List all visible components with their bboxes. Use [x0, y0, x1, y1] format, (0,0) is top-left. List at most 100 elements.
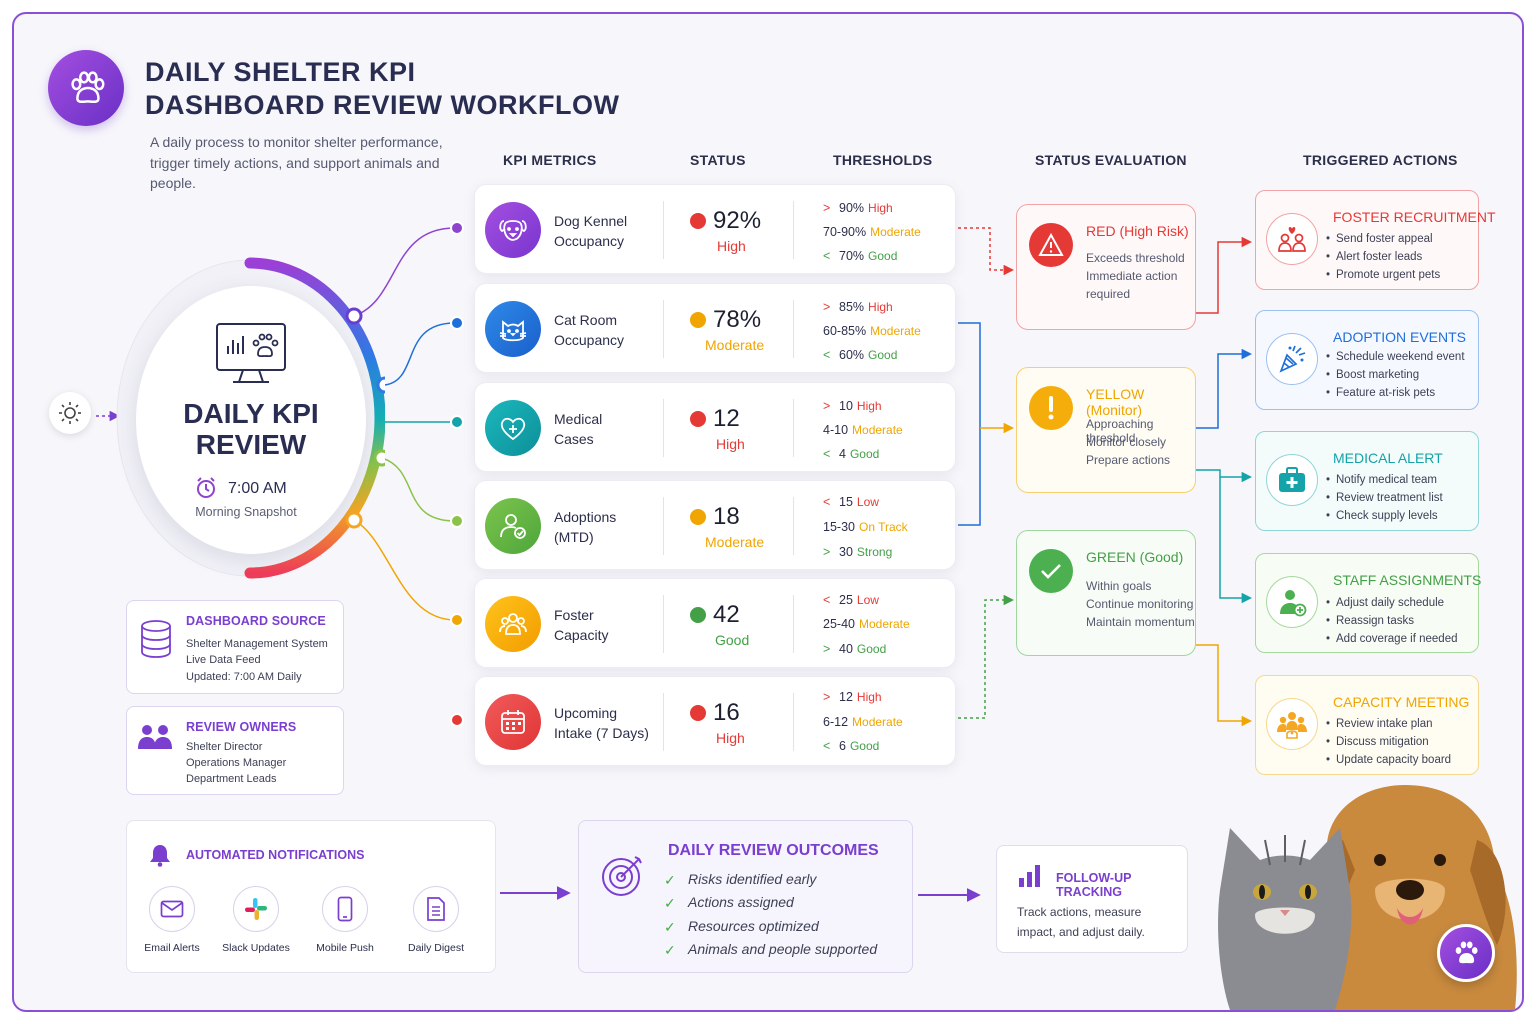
- divider: [793, 693, 794, 751]
- channel-email[interactable]: Email Alerts: [127, 886, 217, 954]
- bell-icon: [149, 843, 171, 872]
- calendar-icon: [485, 694, 541, 750]
- status-line: required: [1086, 287, 1131, 301]
- mobile-icon: [322, 886, 368, 932]
- threshold-row: <4 Good: [823, 447, 880, 461]
- status-dot: [690, 705, 706, 721]
- sun-icon: [49, 392, 91, 434]
- kpi-value: 92%: [713, 207, 762, 234]
- action-item: Boost marketing: [1326, 369, 1419, 381]
- status-line: Within goals: [1086, 579, 1152, 593]
- review-owners-box: REVIEW OWNERS Shelter Director Operation…: [126, 706, 344, 795]
- threshold-row: 70-90% Moderate: [823, 225, 921, 239]
- check-icon: ✓: [664, 872, 676, 888]
- target-icon: [599, 851, 647, 904]
- action-capacity-meeting[interactable]: CAPACITY MEETING Review intake plan Disc…: [1255, 675, 1479, 775]
- info-line: Updated: 7:00 AM Daily: [186, 671, 302, 683]
- status-dot: [690, 213, 706, 229]
- threshold-row: <6 Good: [823, 739, 880, 753]
- outcomes-title: DAILY REVIEW OUTCOMES: [668, 842, 879, 859]
- threshold-row: >85% High: [823, 300, 893, 314]
- action-item: Schedule weekend event: [1326, 351, 1464, 363]
- action-title: STAFF ASSIGNMENTS: [1333, 572, 1482, 588]
- warning-icon: [1029, 223, 1073, 267]
- action-item: Reassign tasks: [1326, 615, 1414, 627]
- status-dot: [690, 607, 706, 623]
- kpi-name: Medical Cases: [554, 411, 603, 447]
- outcome-item: ✓ Actions assigned: [664, 894, 794, 911]
- kpi-level: High: [716, 730, 745, 746]
- threshold-row: 6-12 Moderate: [823, 715, 903, 729]
- info-line: Department Leads: [186, 773, 277, 785]
- threshold-row: >30 Strong: [823, 545, 893, 559]
- action-staff-assignments[interactable]: STAFF ASSIGNMENTS Adjust daily schedule …: [1255, 553, 1482, 653]
- status-green-card[interactable]: GREEN (Good) Within goals Continue monit…: [1016, 530, 1196, 656]
- status-yellow-card[interactable]: YELLOW (Monitor) Approaching threshold M…: [1016, 367, 1196, 493]
- alarm-clock-icon: [195, 477, 217, 504]
- channel-digest[interactable]: Daily Digest: [391, 886, 481, 954]
- action-foster-recruitment[interactable]: FOSTER RECRUITMENT Send foster appeal Al…: [1255, 190, 1496, 290]
- threshold-row: >12 High: [823, 690, 882, 704]
- column-header-actions: TRIGGERED ACTIONS: [1303, 152, 1458, 168]
- kpi-name: Upcoming Intake (7 Days): [554, 705, 649, 741]
- channel-label: Daily Digest: [407, 942, 465, 954]
- outcome-item: ✓ Resources optimized: [664, 918, 819, 935]
- channel-label: Email Alerts: [144, 942, 200, 954]
- group-icon: [485, 596, 541, 652]
- threshold-row: 4-10 Moderate: [823, 423, 903, 437]
- automated-notifications-box: AUTOMATED NOTIFICATIONS Email Alerts Sla…: [126, 820, 496, 973]
- status-line: Maintain momentum: [1086, 615, 1195, 629]
- divider: [663, 300, 664, 358]
- kpi-card-foster-capacity[interactable]: Foster Capacity 42 Good <25 Low 25-40 Moder…: [474, 578, 956, 668]
- database-icon: [139, 619, 173, 664]
- kpi-card-cat-room[interactable]: Cat Room Occupancy 78% Moderate >85% High …: [474, 283, 956, 373]
- check-icon: ✓: [664, 919, 676, 935]
- action-medical-alert[interactable]: MEDICAL ALERT Notify medical team Review…: [1255, 431, 1479, 531]
- status-dot: [690, 411, 706, 427]
- channel-label: Slack Updates: [222, 942, 290, 954]
- page-title: DAILY SHELTER KPI DASHBOARD REVIEW WORKF…: [145, 57, 620, 120]
- action-item: Adjust daily schedule: [1326, 597, 1444, 609]
- channel-label: Mobile Push: [316, 942, 374, 954]
- exclamation-icon: [1029, 386, 1073, 430]
- kpi-value: 78%: [713, 306, 762, 333]
- action-title: MEDICAL ALERT: [1333, 450, 1443, 466]
- dashboard-source-box: DASHBOARD SOURCE Shelter Management Syst…: [126, 600, 344, 694]
- action-adoption-events[interactable]: ADOPTION EVENTS Schedule weekend event B…: [1255, 310, 1479, 410]
- outcome-item: ✓ Risks identified early: [664, 871, 817, 888]
- outcome-item: ✓ Animals and people supported: [664, 941, 878, 958]
- status-dot: [690, 509, 706, 525]
- paw-button-icon[interactable]: [1437, 924, 1495, 982]
- channel-mobile[interactable]: Mobile Push: [300, 886, 390, 954]
- party-popper-icon: [1266, 333, 1318, 385]
- channel-slack[interactable]: Slack Updates: [211, 886, 301, 954]
- threshold-row: <70% Good: [823, 249, 898, 263]
- divider: [663, 595, 664, 653]
- status-line: Immediate action: [1086, 269, 1178, 283]
- person-check-icon: [485, 498, 541, 554]
- hub-title: DAILY KPI REVIEW: [183, 398, 319, 460]
- status-line: Exceeds threshold: [1086, 251, 1185, 265]
- action-item: Send foster appeal: [1326, 233, 1433, 245]
- column-header-thresholds: THRESHOLDS: [833, 152, 933, 168]
- divider: [793, 201, 794, 259]
- action-title: CAPACITY MEETING: [1333, 694, 1470, 710]
- kpi-value: 16: [713, 699, 740, 726]
- info-line: Shelter Director: [186, 741, 263, 753]
- kpi-card-adoptions[interactable]: Adoptions (MTD) 18 Moderate <15 Low 15-30 O…: [474, 480, 956, 570]
- check-icon: ✓: [664, 942, 676, 958]
- info-title: DASHBOARD SOURCE: [186, 614, 326, 628]
- kpi-card-medical-cases[interactable]: Medical Cases 12 High >10 High 4-10 Moderat…: [474, 382, 956, 472]
- kpi-card-upcoming-intake[interactable]: Upcoming Intake (7 Days) 16 High >12 High …: [474, 676, 956, 766]
- status-title: GREEN (Good): [1086, 549, 1184, 565]
- kpi-value: 12: [713, 405, 740, 432]
- kpi-card-dog-kennel[interactable]: Dog Kennel Occupancy 92% High >90% High 70…: [474, 184, 956, 274]
- divider: [793, 300, 794, 358]
- status-red-card[interactable]: RED (High Risk) Exceeds threshold Immedi…: [1016, 204, 1196, 330]
- status-title: YELLOW (Monitor): [1086, 386, 1145, 418]
- status-line: Prepare actions: [1086, 453, 1171, 467]
- monitor-paw-icon: [215, 322, 287, 391]
- bar-chart-icon: [1017, 863, 1043, 894]
- threshold-row: <60% Good: [823, 348, 898, 362]
